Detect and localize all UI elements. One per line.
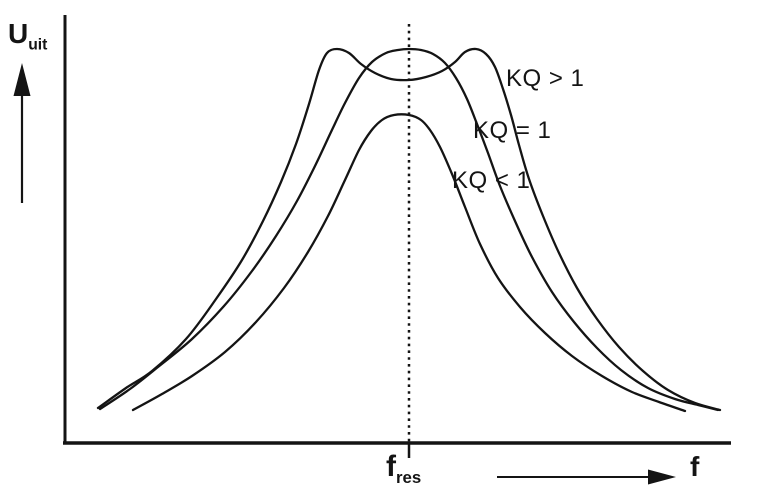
curve-series-0 [96, 47, 722, 412]
resonance-frequency-label-main: f [386, 450, 396, 483]
x-arrow-head-icon [648, 469, 676, 485]
curve-label-kq-gt-1: KQ > 1 [506, 65, 585, 92]
x-axis-label: f [690, 451, 700, 482]
y-axis-label-subscript: uit [28, 36, 48, 54]
curve-label-kq-lt-1: KQ < 1 [452, 167, 531, 194]
curve-series-2 [131, 113, 687, 413]
y-arrow-head-icon [13, 63, 31, 96]
resonance-frequency-label: fres [386, 452, 421, 487]
curve-label-kq-eq-1: KQ = 1 [473, 117, 552, 144]
y-axis-label: Uuit [8, 20, 47, 53]
resonance-frequency-label-subscript: res [396, 468, 422, 487]
curve-series-1 [98, 47, 720, 412]
y-axis-label-main: U [8, 18, 29, 49]
